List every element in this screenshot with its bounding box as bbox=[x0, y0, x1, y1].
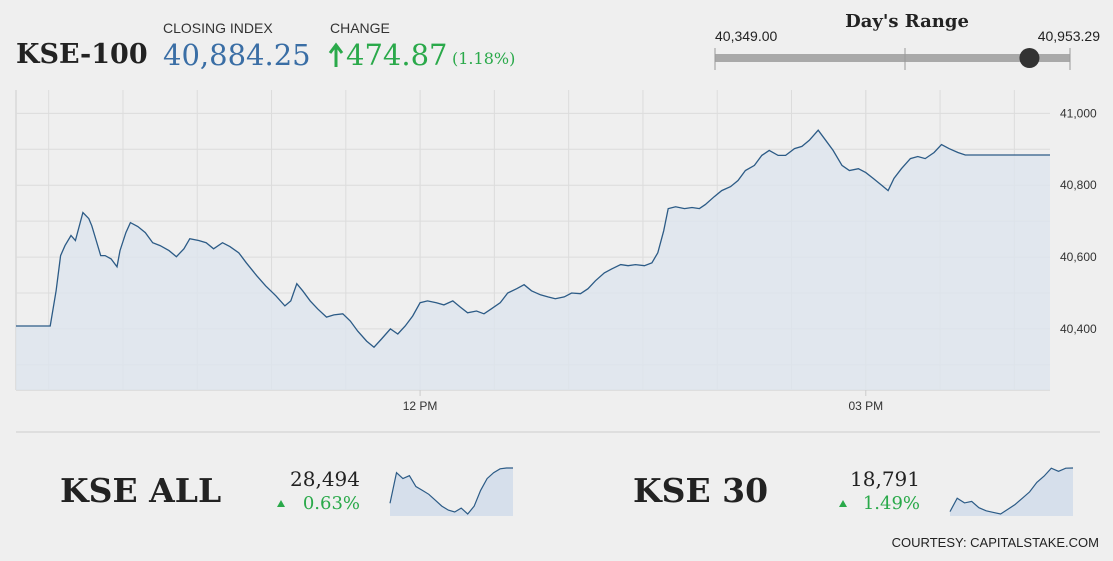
range-marker bbox=[1019, 48, 1040, 68]
index-name: KSE 30 bbox=[633, 471, 768, 510]
index-name: KSE-100 bbox=[16, 39, 148, 70]
range-high: 40,953.29 bbox=[1038, 28, 1100, 44]
x-tick-label: 03 PM bbox=[848, 399, 883, 413]
sparkline bbox=[949, 467, 1074, 515]
index-value: 28,494 bbox=[290, 467, 360, 491]
index-change: 1.49% bbox=[863, 493, 920, 514]
change-pct: (1.18%) bbox=[452, 49, 515, 68]
y-tick-label: 40,600 bbox=[1060, 250, 1097, 264]
range-bar bbox=[715, 54, 1070, 62]
up-arrow bbox=[328, 42, 344, 67]
closing-label: CLOSING INDEX bbox=[163, 20, 273, 36]
sparkline-area bbox=[390, 468, 513, 516]
up-triangle bbox=[277, 500, 285, 507]
change: 474.87 bbox=[346, 38, 447, 72]
sparkline-area bbox=[950, 468, 1073, 516]
closing-index: 40,884.25 bbox=[163, 38, 311, 72]
up-triangle bbox=[839, 500, 847, 507]
x-tick-label: 12 PM bbox=[403, 399, 438, 413]
range-title: Day's Range bbox=[845, 11, 969, 32]
index-name: KSE ALL bbox=[60, 471, 221, 510]
sparkline bbox=[389, 467, 513, 515]
y-tick-label: 40,800 bbox=[1060, 178, 1097, 192]
index-change: 0.63% bbox=[303, 493, 360, 514]
index-value: 18,791 bbox=[850, 467, 920, 491]
area bbox=[16, 130, 1050, 390]
line bbox=[16, 129, 1050, 349]
y-tick-label: 40,400 bbox=[1060, 322, 1097, 336]
range-low: 40,349.00 bbox=[715, 28, 777, 44]
change-label: CHANGE bbox=[330, 20, 390, 36]
y-tick-label: 41,000 bbox=[1060, 106, 1097, 120]
footer: COURTESY: CAPITALSTAKE.COM bbox=[892, 535, 1099, 550]
